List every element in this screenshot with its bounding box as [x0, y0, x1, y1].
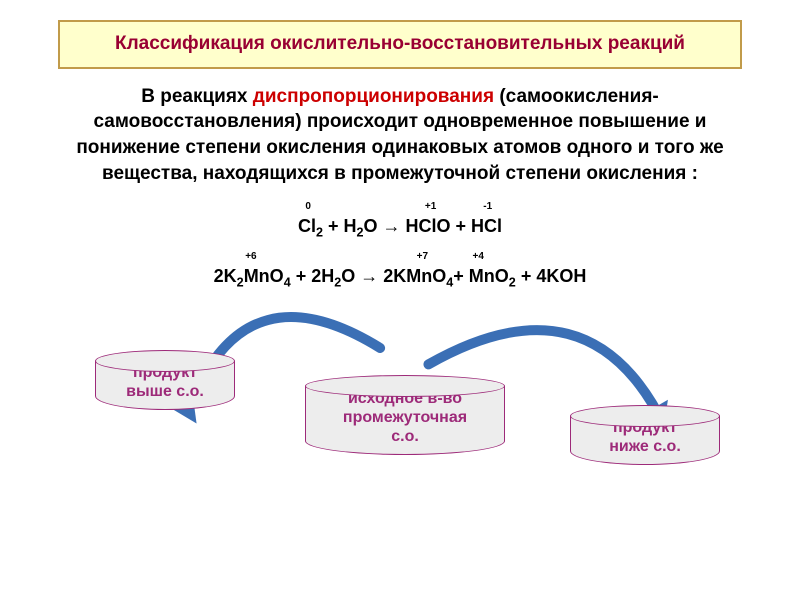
slide-title: Классификация окислительно-восстановител…	[115, 33, 685, 54]
para-prefix: В реакциях	[141, 86, 253, 107]
eq2-ox-1: +7	[417, 252, 428, 262]
cylinder-product-higher: продукт выше с.о.	[95, 350, 235, 410]
description-paragraph: В реакциях диспропорционирования (самоок…	[40, 84, 760, 187]
equation-2: +6 +7 +4 2K2MnO4 + 2H2O → 2KMnO4+ MnO2 +…	[214, 252, 587, 290]
cylinder-source-intermediate: исходное в-во промежуточная с.о.	[305, 375, 505, 455]
eq1-body: Cl2 + H2O → HClO + HCl	[298, 216, 502, 236]
eq1-ox-2: -1	[483, 202, 492, 212]
equation-1: 0 +1 -1 Cl2 + H2O → HClO + HCl	[298, 202, 502, 240]
eq2-ox-0: +6	[245, 252, 256, 262]
eq2-body: 2K2MnO4 + 2H2O → 2KMnO4+ MnO2 + 4KOH	[214, 266, 587, 286]
para-highlight: диспропорционирования	[253, 86, 494, 107]
cyl-mid-line2: промежуточная	[343, 409, 467, 426]
cyl-left-line2: выше с.о.	[126, 383, 204, 400]
cylinder-product-lower: продукт ниже с.о.	[570, 405, 720, 465]
eq1-ox-1: +1	[425, 202, 436, 212]
cyl-right-line2: ниже с.о.	[609, 438, 681, 455]
eq2-ox-2: +4	[473, 252, 484, 262]
equations-block: 0 +1 -1 Cl2 + H2O → HClO + HCl +6 +7 +4 …	[40, 196, 760, 295]
cyl-mid-line3: с.о.	[391, 428, 419, 445]
eq1-ox-0: 0	[305, 202, 311, 212]
flow-diagram: продукт выше с.о. исходное в-во промежут…	[40, 305, 760, 495]
title-box: Классификация окислительно-восстановител…	[58, 20, 742, 69]
